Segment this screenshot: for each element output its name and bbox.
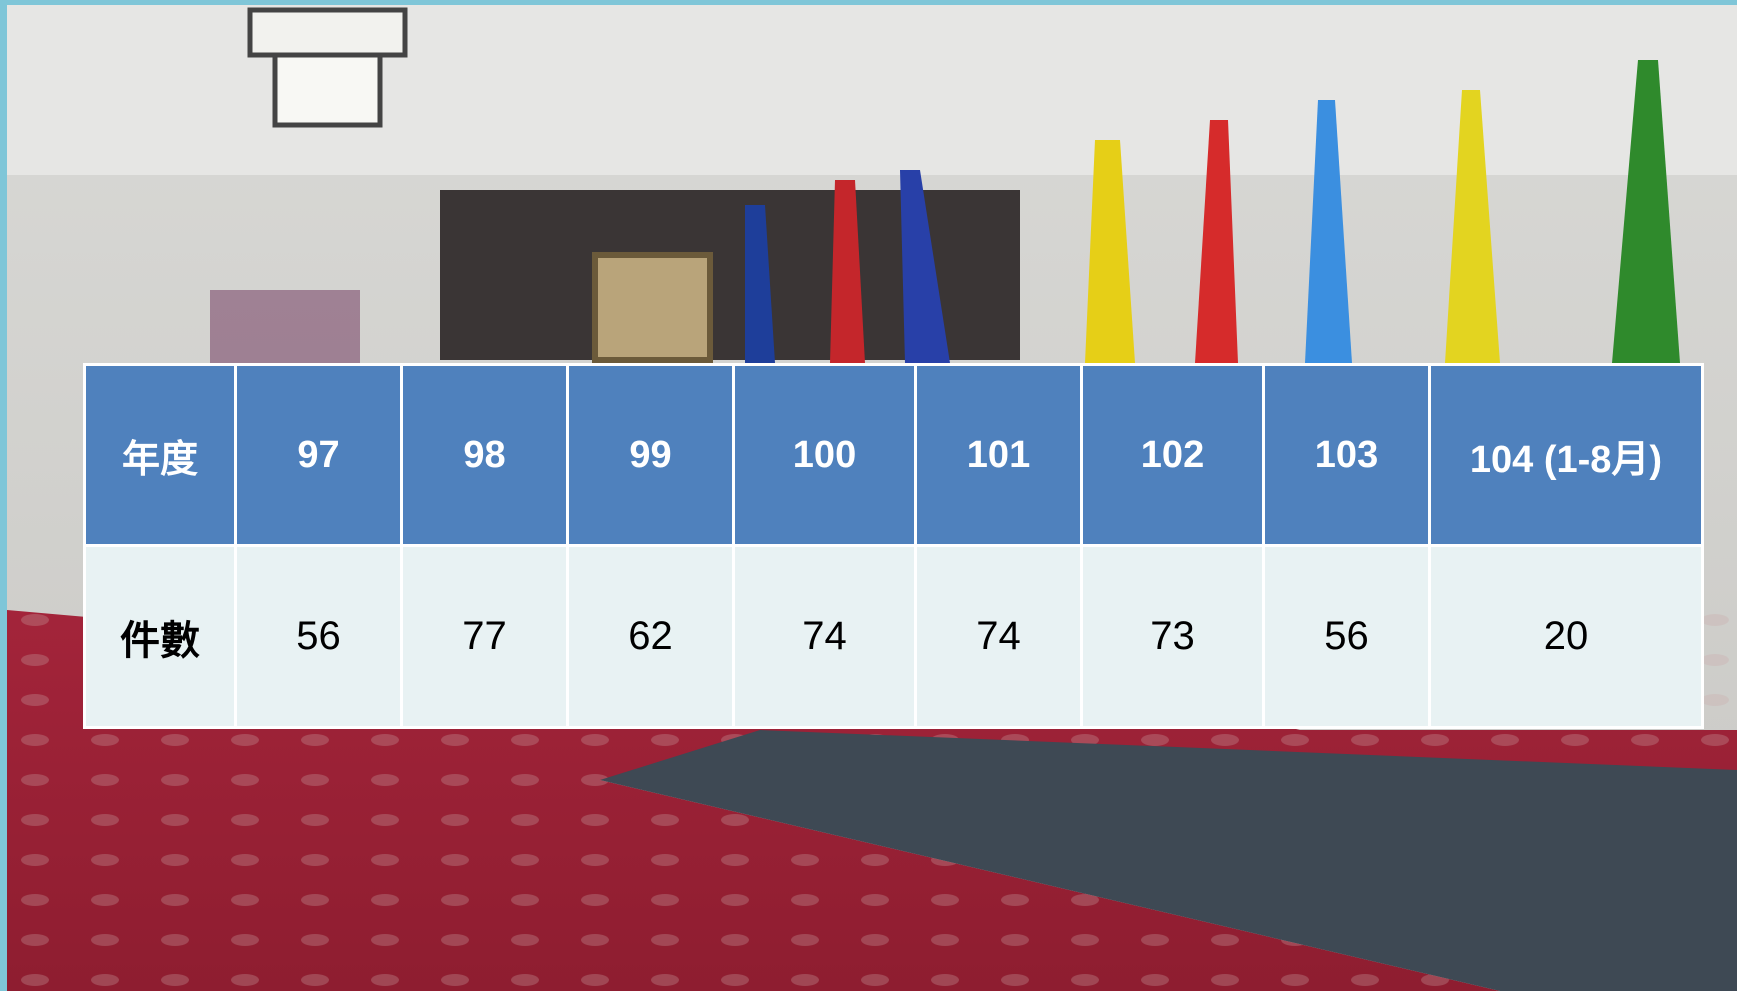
count-cell: 74 — [916, 546, 1082, 728]
year-cell: 98 — [402, 365, 568, 546]
count-cell: 77 — [402, 546, 568, 728]
count-cell: 56 — [236, 546, 402, 728]
year-cell: 104 (1-8月) — [1430, 365, 1703, 546]
year-cell: 97 — [236, 365, 402, 546]
slide: 年度979899100101102103104 (1-8月) 件數5677627… — [0, 0, 1737, 991]
count-cell: 20 — [1430, 546, 1703, 728]
count-cell: 56 — [1264, 546, 1430, 728]
count-cell: 74 — [734, 546, 916, 728]
year-cell: 101 — [916, 365, 1082, 546]
year-cell: 103 — [1264, 365, 1430, 546]
lamp — [250, 10, 405, 125]
year-cell: 102 — [1082, 365, 1264, 546]
row-label: 件數 — [85, 546, 236, 728]
count-cell: 73 — [1082, 546, 1264, 728]
year-cell: 99 — [568, 365, 734, 546]
count-cell: 62 — [568, 546, 734, 728]
header-label: 年度 — [85, 365, 236, 546]
year-cell: 100 — [734, 365, 916, 546]
